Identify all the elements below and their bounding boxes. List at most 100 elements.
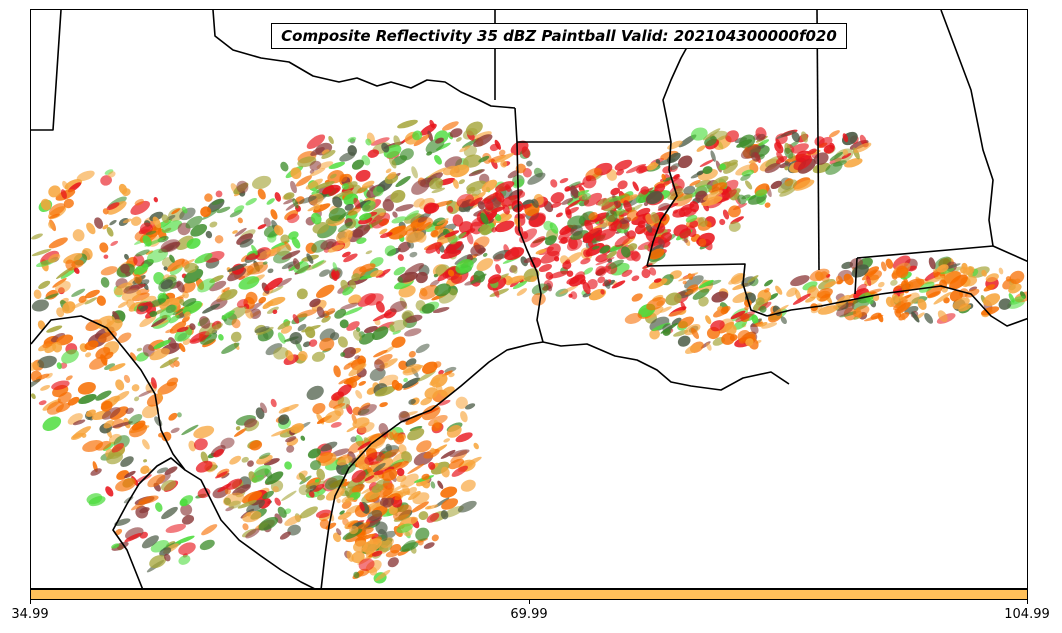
reflectivity-blob [750,323,759,334]
reflectivity-blob [469,197,483,207]
reflectivity-blob [266,198,275,205]
reflectivity-blob [828,130,840,138]
reflectivity-blob [334,308,347,319]
reflectivity-blob [336,528,342,536]
reflectivity-blob [343,253,358,263]
reflectivity-blob [372,312,392,322]
reflectivity-blob [185,215,203,229]
reflectivity-blob [142,344,155,357]
reflectivity-blob [242,523,249,531]
reflectivity-blob [390,189,406,203]
reflectivity-blob [343,362,353,370]
reflectivity-blob [315,284,335,298]
reflectivity-blob [199,539,215,551]
reflectivity-blob [390,461,409,471]
reflectivity-blob [392,330,402,335]
reflectivity-blob [523,256,536,263]
reflectivity-blob [530,236,546,248]
reflectivity-blob [452,214,464,227]
reflectivity-blob [592,245,600,250]
reflectivity-blob [122,218,132,224]
reflectivity-blob [341,183,349,190]
reflectivity-blob [435,137,444,144]
reflectivity-blob [351,159,365,170]
reflectivity-blob [316,306,325,318]
reflectivity-blob [407,428,425,441]
reflectivity-blob [653,278,662,283]
reflectivity-blob [583,249,591,258]
reflectivity-blob [423,203,440,214]
reflectivity-blob [274,497,281,506]
reflectivity-blob [423,448,440,459]
reflectivity-blob [348,294,362,305]
reflectivity-blob [229,455,242,465]
reflectivity-blob [491,206,506,213]
reflectivity-blob [373,349,388,358]
reflectivity-blob [104,363,116,371]
reflectivity-blob [221,342,240,354]
reflectivity-blob [46,325,63,333]
reflectivity-blob [583,192,603,207]
reflectivity-blob [307,448,321,459]
reflectivity-blob [740,173,751,181]
reflectivity-blob [818,305,838,315]
reflectivity-blob [131,384,140,392]
reflectivity-blob [489,288,509,297]
reflectivity-blob [885,258,894,269]
reflectivity-blob [450,231,467,244]
reflectivity-blob [250,308,262,320]
reflectivity-blob [293,258,300,270]
reflectivity-blob [404,314,423,324]
reflectivity-blob [344,497,355,502]
reflectivity-blob [440,449,456,459]
reflectivity-blob [48,185,61,198]
reflectivity-blob [114,518,131,527]
reflectivity-blob [205,230,213,239]
reflectivity-blob [559,177,569,184]
reflectivity-blob [770,180,782,190]
reflectivity-blob [382,497,395,508]
reflectivity-blob [917,298,927,310]
reflectivity-blob [733,319,747,330]
reflectivity-blob [340,352,346,357]
reflectivity-blob [220,289,238,301]
reflectivity-blob [928,257,936,270]
reflectivity-blob [502,204,510,215]
reflectivity-blob [394,495,402,501]
reflectivity-blob [408,398,416,405]
reflectivity-blob [400,473,419,488]
reflectivity-blob [817,288,833,299]
reflectivity-blob [784,166,789,171]
reflectivity-blob [176,412,182,418]
reflectivity-blob [84,297,98,305]
reflectivity-blob [588,212,598,221]
reflectivity-blob [512,280,528,290]
reflectivity-blob [458,221,473,234]
reflectivity-blob [736,139,753,148]
reflectivity-blob [393,135,401,147]
reflectivity-blob [292,198,299,209]
reflectivity-blob [863,314,884,322]
reflectivity-blob [730,310,746,320]
reflectivity-blob [90,468,102,476]
reflectivity-blob [896,265,909,279]
reflectivity-blob [352,329,362,341]
reflectivity-blob [178,555,191,565]
reflectivity-blob [188,440,196,452]
reflectivity-blob [340,302,359,310]
reflectivity-blob [438,399,451,406]
reflectivity-blob [689,220,699,229]
reflectivity-blob [328,187,340,196]
reflectivity-blob [130,352,137,361]
reflectivity-blob [277,332,286,344]
reflectivity-blob [349,279,357,290]
reflectivity-blob [434,154,442,165]
reflectivity-blob [112,311,120,322]
reflectivity-blob [77,381,96,395]
reflectivity-blob [339,319,349,329]
reflectivity-blob [784,147,794,159]
reflectivity-blob [358,558,375,571]
reflectivity-blob [710,150,716,162]
reflectivity-blob [287,231,299,240]
reflectivity-blob [404,210,420,221]
